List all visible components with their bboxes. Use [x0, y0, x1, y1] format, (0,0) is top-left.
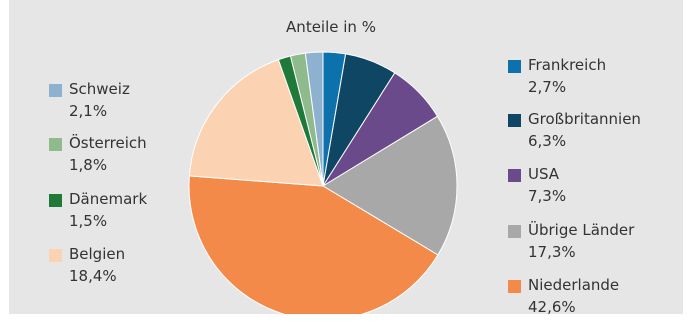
legend-label: Großbritannien — [528, 110, 641, 128]
legend-value: 1,5% — [69, 212, 108, 230]
legend-label: Übrige Länder — [528, 221, 635, 239]
legend-label: Frankreich — [528, 56, 607, 74]
legend-label: USA — [528, 165, 560, 183]
pie-chart — [188, 51, 458, 314]
legend-swatch — [49, 84, 62, 97]
legend-value: 42,6% — [528, 298, 576, 316]
chart-title: Anteile in % — [286, 18, 376, 36]
legend-swatch — [508, 60, 521, 73]
legend-label: Schweiz — [69, 80, 130, 98]
legend-swatch — [508, 280, 521, 293]
legend-value: 18,4% — [69, 267, 117, 285]
pie-slice-uebrige-laender — [322, 115, 458, 256]
pie-slice-niederlande — [188, 175, 439, 314]
legend-label: Österreich — [69, 134, 147, 152]
legend-label: Niederlande — [528, 276, 620, 294]
legend-swatch — [49, 249, 62, 262]
legend-label: Belgien — [69, 245, 126, 263]
legend-value: 2,1% — [69, 102, 108, 120]
pie-slice-schweiz — [304, 51, 324, 187]
legend-value: 2,7% — [528, 78, 567, 96]
legend-swatch — [49, 194, 62, 207]
legend-swatch — [49, 138, 62, 151]
legend-label: Dänemark — [69, 190, 148, 208]
legend-value: 1,8% — [69, 156, 108, 174]
legend-swatch — [508, 169, 521, 182]
legend-swatch — [508, 225, 521, 238]
legend-value: 6,3% — [528, 132, 567, 150]
legend-value: 17,3% — [528, 243, 576, 261]
chart-panel: Anteile in % Schweiz 2,1% Österreich 1,8% Dä… — [9, 0, 683, 316]
pie-slice-belgien — [188, 59, 324, 187]
legend-value: 7,3% — [528, 187, 567, 205]
legend-swatch — [508, 114, 521, 127]
